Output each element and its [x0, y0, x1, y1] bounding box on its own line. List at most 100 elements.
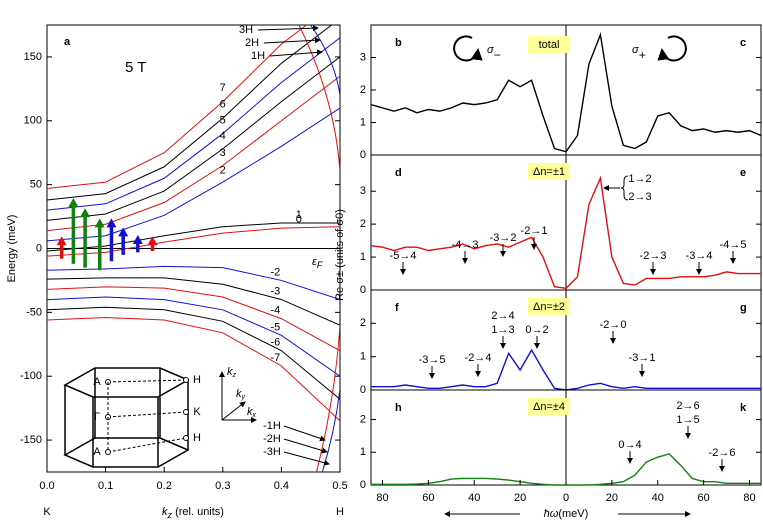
- x-tick-label: 60: [422, 492, 434, 504]
- bz-dash: [107, 379, 187, 383]
- y-tick-label: 0: [360, 479, 366, 491]
- branch-label: 1H: [251, 50, 265, 62]
- branch-pointer: [269, 49, 323, 57]
- k-axis-label: kz: [227, 366, 237, 379]
- y-tick-label: 50: [30, 179, 42, 191]
- fermi-label: εF: [312, 256, 323, 270]
- k-sub: y: [241, 394, 246, 401]
- arrow-head: [132, 235, 143, 245]
- branch-curve: [310, 25, 340, 96]
- k-axis-label: ky: [236, 388, 246, 401]
- level-curve: [47, 286, 340, 352]
- bz-label: H: [193, 432, 201, 444]
- badge: total: [539, 39, 560, 51]
- panel-letter: c: [740, 37, 746, 49]
- transition-label: -3→2: [490, 232, 517, 244]
- y-tick-label: 1: [360, 446, 366, 458]
- transition-label: -2→4: [465, 352, 492, 364]
- transition-label: -3→4: [686, 250, 713, 262]
- level-curve: [47, 306, 340, 400]
- level-curve: [47, 25, 308, 189]
- x-tick-label: 80: [376, 492, 388, 504]
- sigma: σ: [487, 44, 494, 56]
- x-end-label: H: [336, 506, 344, 518]
- transition-label: 1→2: [628, 173, 651, 185]
- polarization-label: σ+: [632, 44, 646, 62]
- panel-letter: b: [395, 37, 402, 49]
- transition-label: -2→1: [521, 225, 548, 237]
- rotation-arrow: [657, 35, 687, 62]
- spectrum-curve: [371, 477, 566, 486]
- level-label: 0: [296, 213, 302, 225]
- y-tick-label: 1: [360, 116, 366, 128]
- x-tick-label: 0.3: [215, 480, 230, 492]
- spectrum-curve: [565, 382, 761, 391]
- y-tick-label: 0: [36, 242, 42, 254]
- arrow-head: [147, 236, 158, 246]
- y-tick-label: 2: [360, 84, 366, 96]
- panel-letter: g: [740, 302, 747, 314]
- bz-point: [183, 409, 189, 415]
- transition-label: 0→4: [618, 439, 641, 451]
- level-label: 6: [220, 99, 226, 111]
- x-tick-label: 20: [606, 492, 618, 504]
- bz-dash: [107, 437, 187, 453]
- bz-point: [183, 377, 189, 383]
- rotation-arrow: [453, 35, 483, 62]
- field-label: 5 T: [125, 59, 146, 76]
- x-axis-symbol: k: [162, 506, 168, 518]
- level-label: -4: [271, 305, 281, 317]
- x-tick-label: 0.0: [39, 480, 54, 492]
- transition-label: -3→1: [629, 352, 656, 364]
- transition-label: 2→6: [676, 400, 699, 412]
- branch-pointer: [283, 438, 328, 454]
- x-tick-label: 0: [563, 492, 569, 504]
- bz-label: Γ: [94, 411, 100, 423]
- y-tick-label: 0: [360, 384, 366, 396]
- fermi-symbol: ε: [312, 256, 317, 268]
- level-curve: [47, 277, 340, 326]
- transition-label: -4→5: [720, 239, 747, 251]
- level-curve: [47, 75, 340, 232]
- arrow-head: [68, 197, 79, 207]
- branch-label: -3H: [263, 446, 281, 458]
- bz-dash: [107, 411, 187, 418]
- x-tick-label: 20: [514, 492, 526, 504]
- badge-box: [528, 398, 570, 415]
- branch-label: 3H: [239, 24, 253, 36]
- y-tick-label: 0: [360, 149, 366, 161]
- spectrum-curve: [565, 32, 762, 153]
- x-axis-unit: (meV): [558, 508, 588, 520]
- arrow-head: [56, 236, 67, 246]
- x-tick-label: 40: [652, 492, 664, 504]
- level-label: -2: [271, 266, 281, 278]
- bz-label: A: [93, 376, 101, 388]
- x-tick-label: 40: [468, 492, 480, 504]
- x-axis-label: ħω(meV): [544, 508, 589, 520]
- branch-curve: [316, 325, 340, 472]
- branch-pointer: [283, 451, 330, 466]
- level-curve: [47, 296, 340, 377]
- transition-label: 1→5: [676, 414, 699, 426]
- brace: [620, 175, 629, 201]
- level-label: -7: [271, 352, 281, 364]
- level-curve: [47, 107, 340, 242]
- k-axis: [221, 401, 246, 421]
- bz-top: [63, 367, 190, 398]
- k-sub: x: [252, 412, 257, 419]
- bz-label: H: [193, 374, 201, 386]
- polarization-label: σ−: [487, 44, 501, 62]
- level-label: 7: [220, 82, 226, 94]
- x-tick-label: 60: [698, 492, 710, 504]
- bz-label: K: [193, 406, 201, 418]
- level-label: -3: [271, 285, 281, 297]
- y-tick-label: 1: [360, 251, 366, 263]
- badge-box: [528, 36, 570, 53]
- arrow-head: [80, 208, 91, 218]
- y-tick-label: 2: [360, 218, 366, 230]
- branch-label: 2H: [245, 37, 259, 49]
- level-label: 3: [220, 147, 226, 159]
- x-tick-label: 0.4: [274, 480, 289, 492]
